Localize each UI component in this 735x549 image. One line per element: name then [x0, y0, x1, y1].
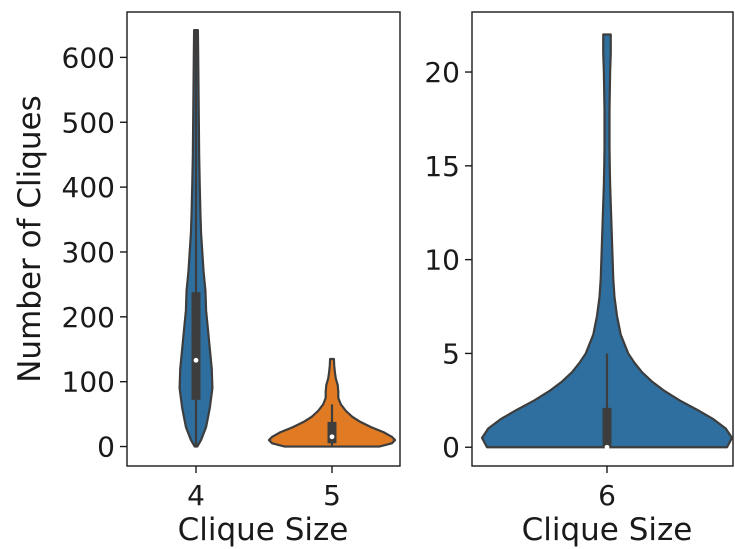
x-tick-label: 6: [598, 479, 616, 512]
violin-iqr-box-4: [191, 292, 201, 400]
right-plot-frame: [471, 11, 734, 467]
y-tick-label: 100: [62, 366, 115, 399]
right-x-axis-title: Clique Size: [522, 512, 693, 548]
violin-iqr-box-6: [602, 407, 612, 448]
y-tick-label: 400: [62, 171, 115, 204]
right-violin-panel: 0 5 10 15 20 6 Clique Size: [424, 11, 734, 548]
y-tick-label: 500: [62, 106, 115, 139]
violin-median-5: [329, 434, 335, 440]
left-y-axis-title: Number of Cliques: [12, 95, 48, 383]
y-tick-label: 5: [442, 337, 460, 370]
violin-median-4: [193, 357, 199, 363]
violin-median-6: [604, 444, 610, 450]
right-x-ticks: 6: [598, 466, 616, 512]
right-y-ticks: 0 5 10 15 20: [424, 56, 472, 464]
y-tick-label: 600: [62, 41, 115, 74]
violin-body-5: [267, 357, 397, 448]
y-tick-label: 0: [442, 431, 460, 464]
right-violins: [480, 33, 734, 450]
violin-iqr-box-5: [327, 421, 337, 444]
y-tick-label: 300: [62, 236, 115, 269]
x-tick-label: 5: [323, 479, 341, 512]
violin-body-6: [480, 33, 734, 449]
left-x-axis-title: Clique Size: [178, 512, 349, 548]
left-plot-frame: [126, 11, 401, 467]
y-tick-label: 200: [62, 301, 115, 334]
y-tick-label: 20: [424, 56, 460, 89]
left-violins: [178, 29, 397, 448]
y-tick-label: 10: [424, 244, 460, 277]
y-tick-label: 0: [97, 431, 115, 464]
x-tick-label: 4: [187, 479, 205, 512]
left-y-ticks: 0 100 200 300 400 500 600: [62, 41, 127, 464]
y-tick-label: 15: [424, 150, 460, 183]
